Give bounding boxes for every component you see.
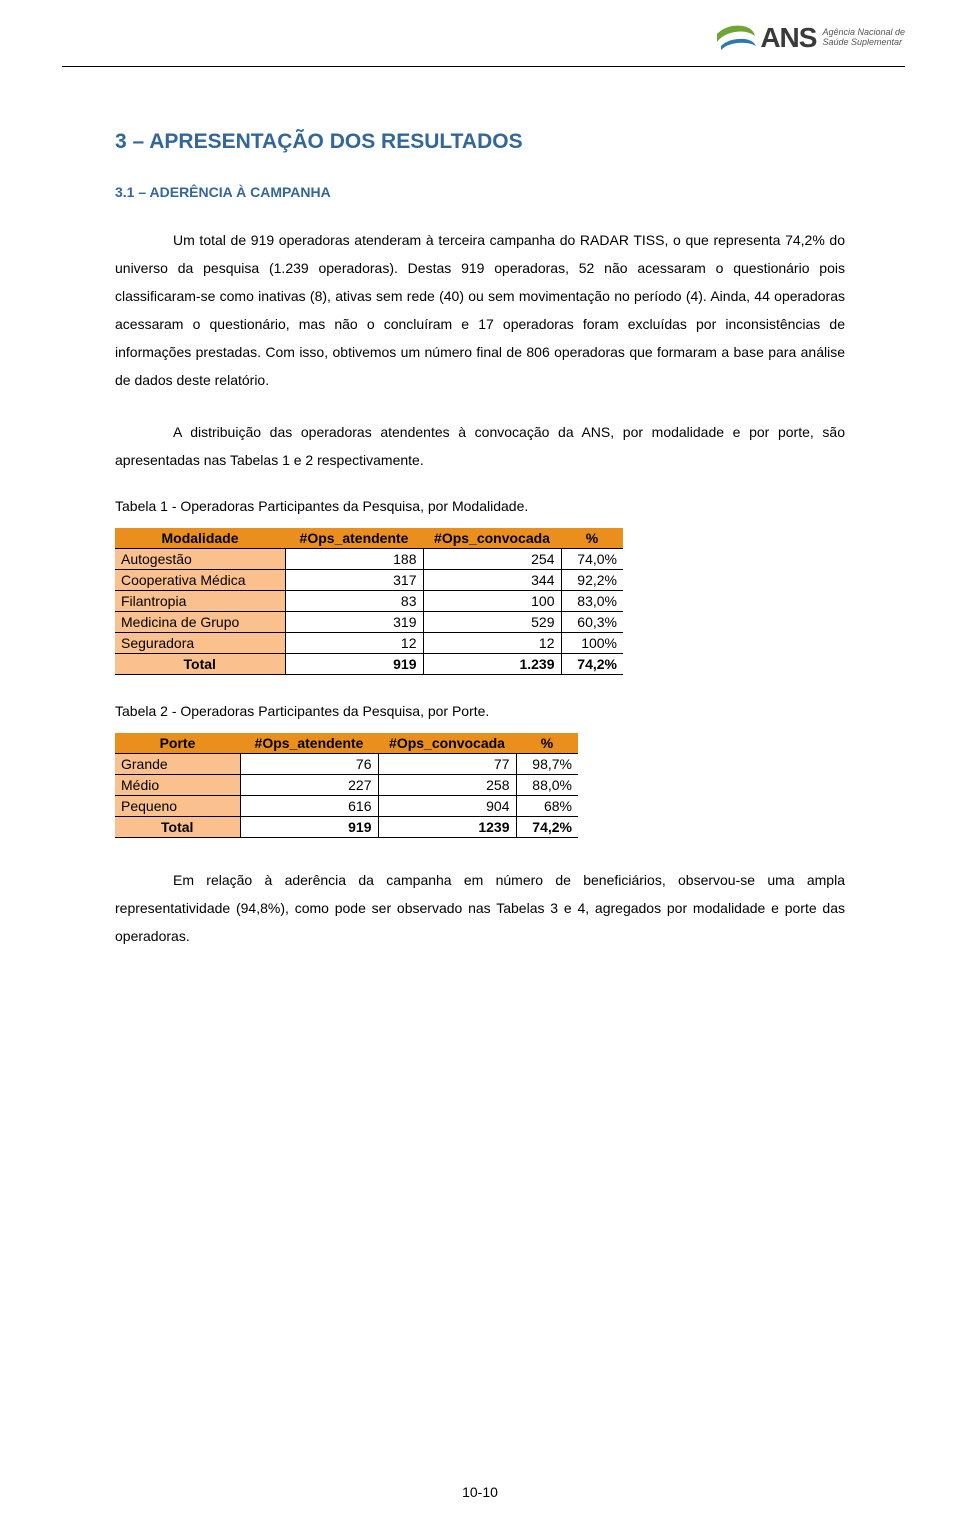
table1-label: Filantropia bbox=[115, 591, 285, 612]
table2-label: Grande bbox=[115, 754, 240, 775]
table2-atendente: 76 bbox=[240, 754, 378, 775]
table1-header-row: Modalidade #Ops_atendente #Ops_convocada… bbox=[115, 528, 623, 549]
subsection-title: 3.1 – ADERÊNCIA À CAMPANHA bbox=[115, 184, 845, 200]
table1-pct: 100% bbox=[561, 633, 623, 654]
table2-pct: 98,7% bbox=[516, 754, 578, 775]
table1-h2: #Ops_convocada bbox=[423, 528, 561, 549]
table1-pct: 74,0% bbox=[561, 549, 623, 570]
table1-row: Filantropia8310083,0% bbox=[115, 591, 623, 612]
table1-row: Autogestão18825474,0% bbox=[115, 549, 623, 570]
page-number: 10-10 bbox=[0, 1484, 960, 1500]
table1-h3: % bbox=[561, 528, 623, 549]
header-logo: ANS Agência Nacional de Saúde Suplementa… bbox=[715, 20, 905, 56]
table1-label: Seguradora bbox=[115, 633, 285, 654]
table1-row: Medicina de Grupo31952960,3% bbox=[115, 612, 623, 633]
table2-total-row: Total 919 1239 74,2% bbox=[115, 817, 578, 838]
page-content: 3 – APRESENTAÇÃO DOS RESULTADOS 3.1 – AD… bbox=[115, 130, 845, 974]
table1-total-label: Total bbox=[115, 654, 285, 675]
table2-label: Médio bbox=[115, 775, 240, 796]
table1-label: Autogestão bbox=[115, 549, 285, 570]
table1-label: Cooperativa Médica bbox=[115, 570, 285, 591]
table1-convocada: 100 bbox=[423, 591, 561, 612]
table2-caption: Tabela 2 - Operadoras Participantes da P… bbox=[115, 703, 845, 719]
table2-total-2: 1239 bbox=[378, 817, 516, 838]
table1-atendente: 317 bbox=[285, 570, 423, 591]
table-2: Porte #Ops_atendente #Ops_convocada % Gr… bbox=[115, 733, 578, 838]
table2-row: Médio22725888,0% bbox=[115, 775, 578, 796]
table2-h3: % bbox=[516, 733, 578, 754]
table1-atendente: 12 bbox=[285, 633, 423, 654]
table2-h1: #Ops_atendente bbox=[240, 733, 378, 754]
table1-atendente: 319 bbox=[285, 612, 423, 633]
table1-row: Cooperativa Médica31734492,2% bbox=[115, 570, 623, 591]
table1-caption: Tabela 1 - Operadoras Participantes da P… bbox=[115, 498, 845, 514]
table1-pct: 92,2% bbox=[561, 570, 623, 591]
table1-total-2: 1.239 bbox=[423, 654, 561, 675]
table1-atendente: 83 bbox=[285, 591, 423, 612]
header-divider bbox=[62, 66, 905, 67]
table2-atendente: 616 bbox=[240, 796, 378, 817]
table2-row: Pequeno61690468% bbox=[115, 796, 578, 817]
paragraph-1: Um total de 919 operadoras atenderam à t… bbox=[115, 226, 845, 394]
table1-convocada: 12 bbox=[423, 633, 561, 654]
table2-label: Pequeno bbox=[115, 796, 240, 817]
table2-convocada: 258 bbox=[378, 775, 516, 796]
table2-pct: 88,0% bbox=[516, 775, 578, 796]
logo-ans-text: ANS bbox=[760, 22, 816, 54]
table1-pct: 83,0% bbox=[561, 591, 623, 612]
paragraph-3: Em relação à aderência da campanha em nú… bbox=[115, 866, 845, 950]
table2-h2: #Ops_convocada bbox=[378, 733, 516, 754]
logo-sub-line2: Saúde Suplementar bbox=[822, 38, 905, 48]
table1-total-row: Total 919 1.239 74,2% bbox=[115, 654, 623, 675]
table1-label: Medicina de Grupo bbox=[115, 612, 285, 633]
ans-logo-icon bbox=[715, 20, 757, 56]
table2-row: Grande767798,7% bbox=[115, 754, 578, 775]
logo-subtitle: Agência Nacional de Saúde Suplementar bbox=[822, 28, 905, 48]
table2-total-label: Total bbox=[115, 817, 240, 838]
table2-total-1: 919 bbox=[240, 817, 378, 838]
table1-convocada: 529 bbox=[423, 612, 561, 633]
table1-row: Seguradora1212100% bbox=[115, 633, 623, 654]
table-1: Modalidade #Ops_atendente #Ops_convocada… bbox=[115, 528, 623, 675]
table2-pct: 68% bbox=[516, 796, 578, 817]
table2-convocada: 77 bbox=[378, 754, 516, 775]
table2-h0: Porte bbox=[115, 733, 240, 754]
table2-header-row: Porte #Ops_atendente #Ops_convocada % bbox=[115, 733, 578, 754]
table1-h0: Modalidade bbox=[115, 528, 285, 549]
table2-convocada: 904 bbox=[378, 796, 516, 817]
paragraph-2: A distribuição das operadoras atendentes… bbox=[115, 418, 845, 474]
table1-h1: #Ops_atendente bbox=[285, 528, 423, 549]
table1-convocada: 254 bbox=[423, 549, 561, 570]
table2-total-3: 74,2% bbox=[516, 817, 578, 838]
table1-pct: 60,3% bbox=[561, 612, 623, 633]
table2-atendente: 227 bbox=[240, 775, 378, 796]
logo-text: ANS Agência Nacional de Saúde Suplementa… bbox=[760, 22, 905, 54]
table1-atendente: 188 bbox=[285, 549, 423, 570]
table1-total-1: 919 bbox=[285, 654, 423, 675]
table1-convocada: 344 bbox=[423, 570, 561, 591]
table1-total-3: 74,2% bbox=[561, 654, 623, 675]
section-title: 3 – APRESENTAÇÃO DOS RESULTADOS bbox=[115, 130, 845, 154]
